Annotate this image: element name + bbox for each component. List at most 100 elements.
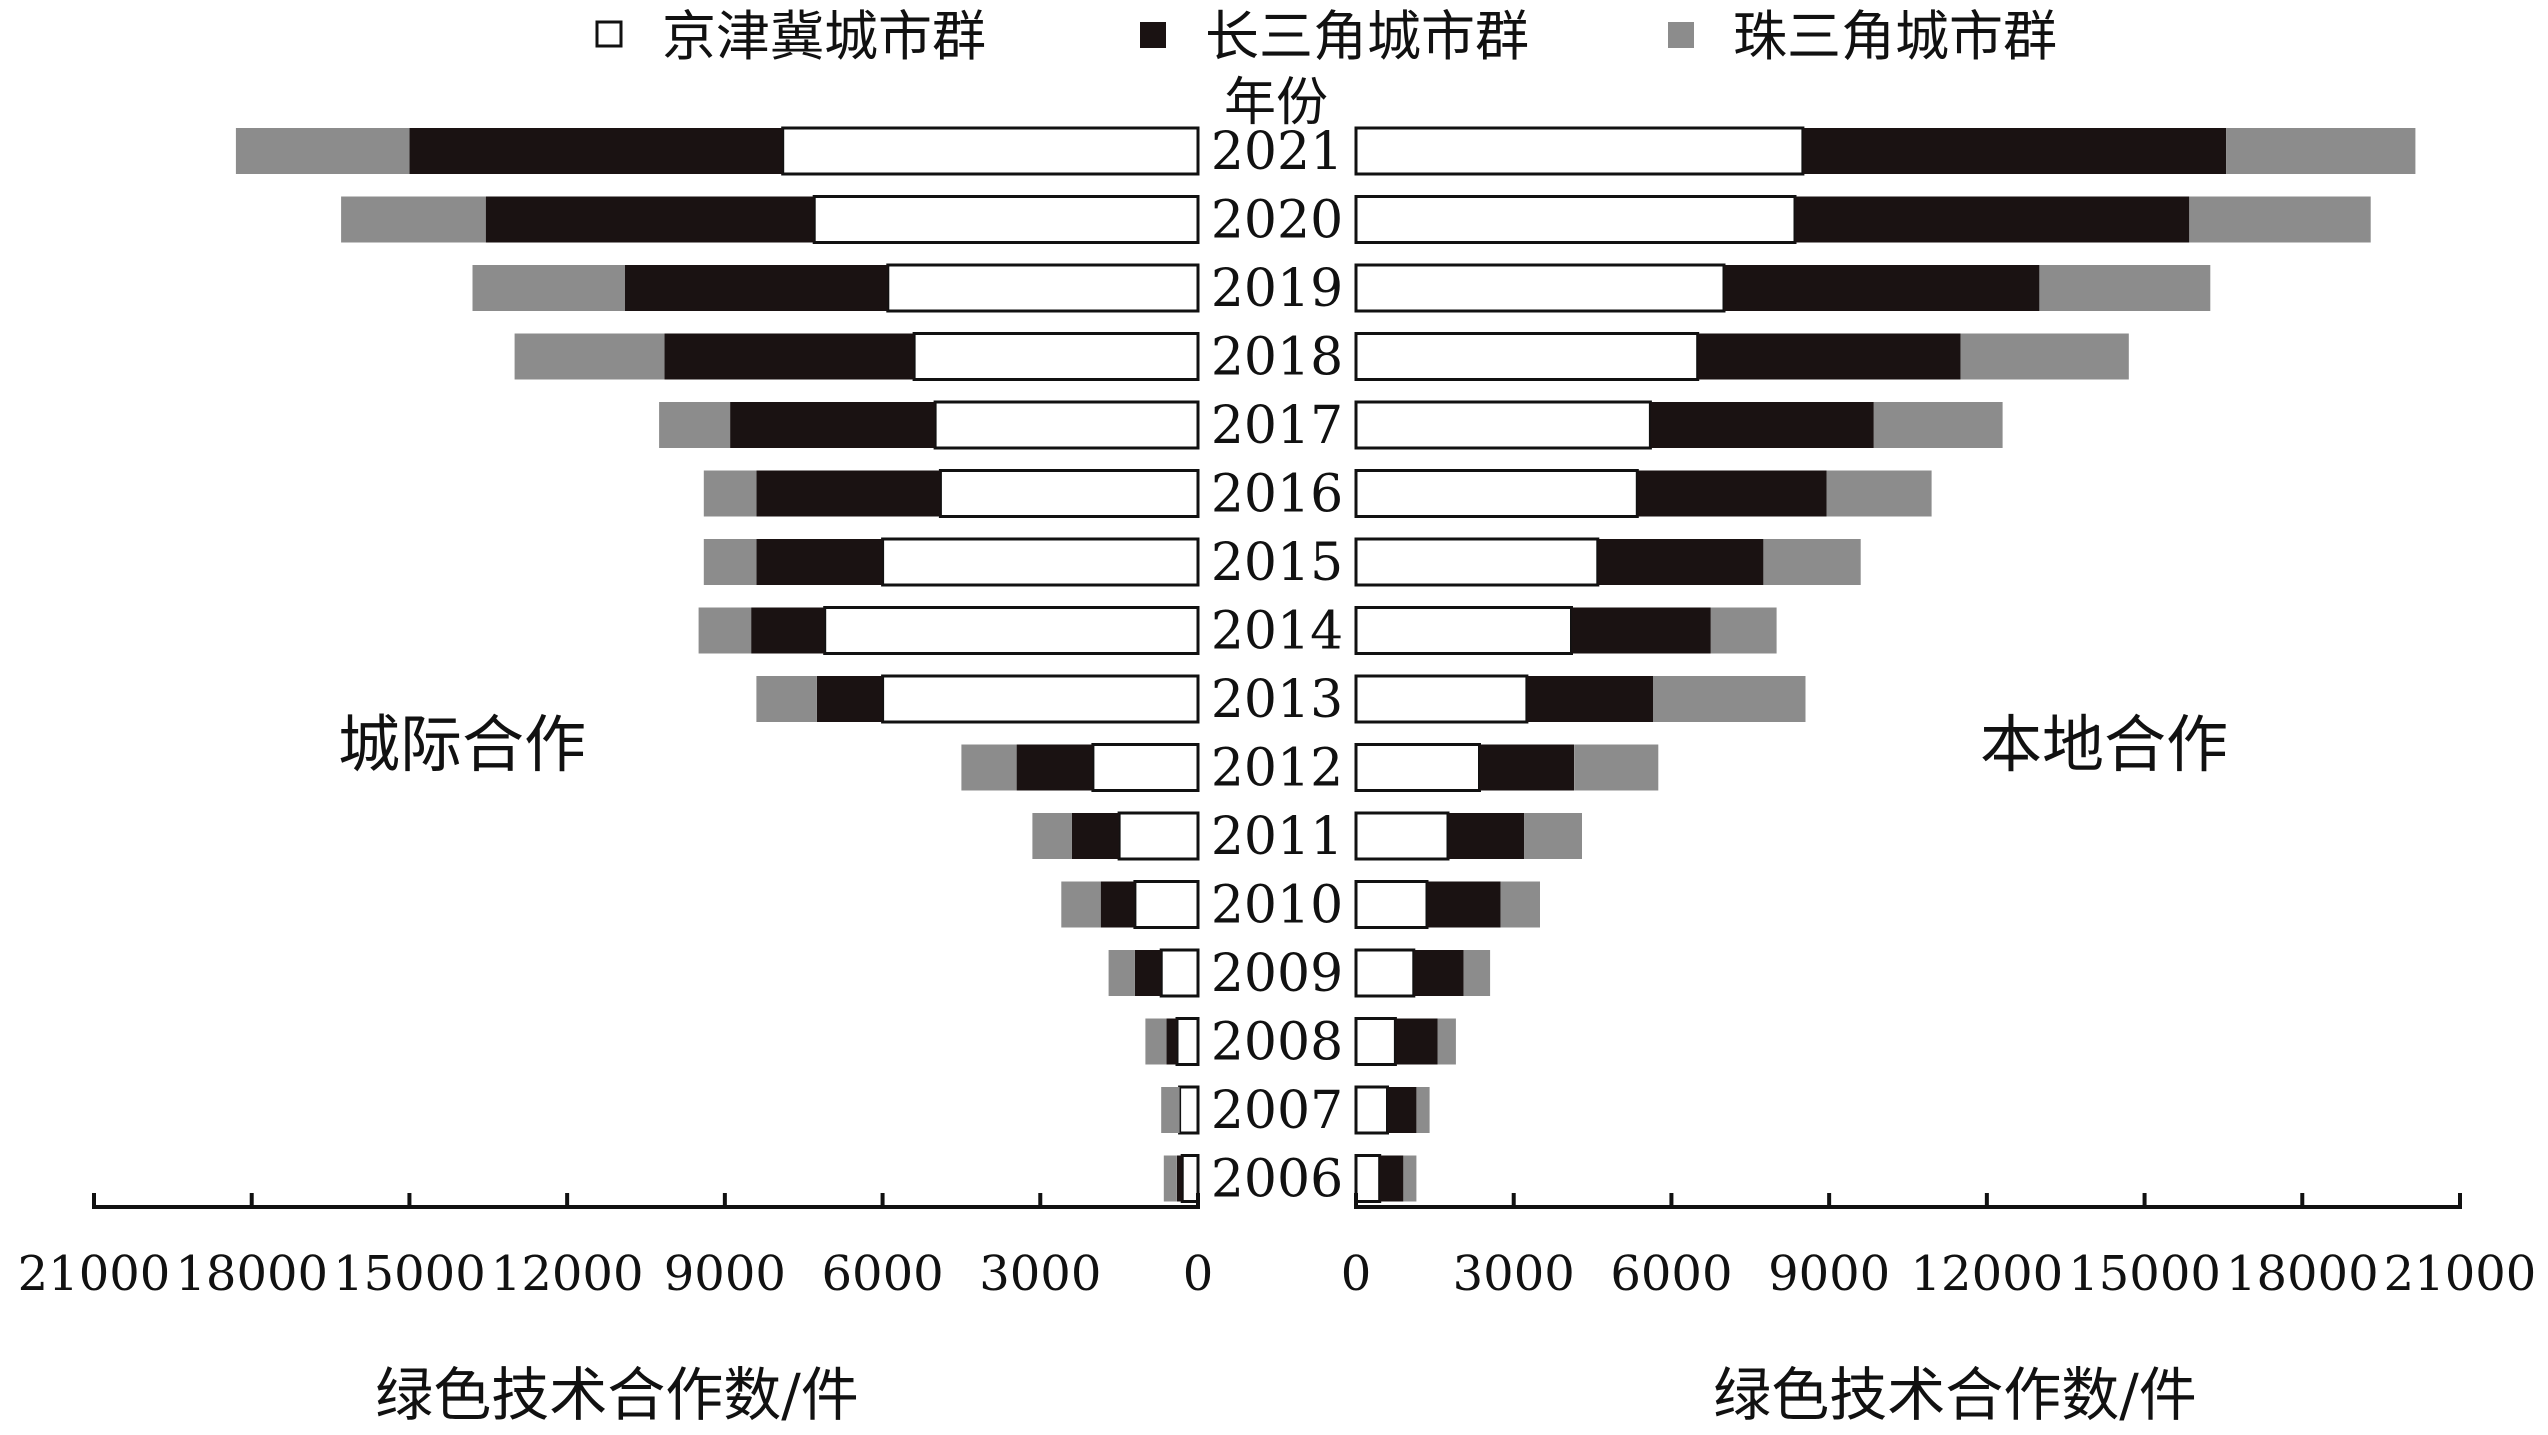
bar-right-2017-changsanjiao xyxy=(1650,402,1874,448)
bar-right-2020-jingjinji xyxy=(1354,195,1797,244)
bar-right-2009-changsanjiao xyxy=(1413,950,1464,996)
x-tick-label-right-18000: 18000 xyxy=(2226,1246,2379,1302)
bar-left-2011-jingjinji xyxy=(1117,811,1200,861)
bar-right-2007-jingjinji xyxy=(1354,1085,1389,1135)
bar-left-2014-zhusanjiao xyxy=(698,607,752,654)
x-tick-label-right-9000: 9000 xyxy=(1768,1246,1890,1302)
bar-right-2018-zhusanjiao xyxy=(1960,333,2129,380)
bar-right-2017-jingjinji xyxy=(1354,400,1652,450)
bar-right-2012-jingjinji xyxy=(1354,743,1481,792)
bar-left-2015-jingjinji xyxy=(881,537,1200,587)
year-label-2017: 2017 xyxy=(1211,396,1343,456)
bar-left-2008-changsanjiao xyxy=(1166,1018,1177,1065)
bar-right-2021-zhusanjiao xyxy=(2226,128,2416,174)
bar-left-2015-changsanjiao xyxy=(756,539,883,585)
bar-right-2008-zhusanjiao xyxy=(1437,1018,1456,1065)
x-tick-label-left-18000: 18000 xyxy=(175,1246,328,1302)
bar-right-2006-zhusanjiao xyxy=(1403,1155,1417,1202)
year-label-2014: 2014 xyxy=(1211,602,1343,662)
x-tick-label-left-21000: 21000 xyxy=(18,1246,171,1302)
bar-left-2009-changsanjiao xyxy=(1134,950,1162,996)
bar-left-2017-changsanjiao xyxy=(730,402,936,448)
legend-label-jingjinji: 京津冀城市群 xyxy=(662,5,986,68)
bar-left-2010-changsanjiao xyxy=(1100,881,1135,928)
bar-left-2012-jingjinji xyxy=(1091,743,1200,792)
year-label-2006: 2006 xyxy=(1211,1150,1343,1210)
bar-left-2010-jingjinji xyxy=(1133,880,1200,929)
bars-right-panel xyxy=(1354,126,2416,1203)
bar-right-2014-changsanjiao xyxy=(1571,607,1711,654)
bar-left-2013-zhusanjiao xyxy=(756,676,817,722)
bar-left-2014-jingjinji xyxy=(823,606,1200,655)
bar-right-2015-changsanjiao xyxy=(1597,539,1764,585)
year-label-2007: 2007 xyxy=(1211,1081,1343,1141)
bars-left-panel xyxy=(235,126,1200,1203)
bar-left-2018-changsanjiao xyxy=(664,333,915,380)
bar-right-2009-jingjinji xyxy=(1354,948,1416,998)
bar-right-2021-changsanjiao xyxy=(1802,128,2227,174)
year-label-2008: 2008 xyxy=(1211,1013,1343,1073)
bar-left-2018-jingjinji xyxy=(912,332,1200,381)
x-tick-label-right-0: 0 xyxy=(1341,1246,1372,1302)
bar-left-2011-zhusanjiao xyxy=(1032,813,1072,859)
bar-left-2010-zhusanjiao xyxy=(1061,881,1101,928)
x-axes: 21000 18000 15000 12000 9000 6000 3000 0 0 3000 60… xyxy=(18,1193,2536,1302)
year-label-2011: 2011 xyxy=(1211,807,1343,867)
bar-right-2010-zhusanjiao xyxy=(1500,881,1540,928)
bar-right-2014-jingjinji xyxy=(1354,606,1573,655)
bar-right-2014-zhusanjiao xyxy=(1710,607,1777,654)
bar-right-2009-zhusanjiao xyxy=(1463,950,1491,996)
bar-left-2008-zhusanjiao xyxy=(1145,1018,1167,1065)
year-label-2019: 2019 xyxy=(1211,259,1343,319)
bar-left-2015-zhusanjiao xyxy=(703,539,757,585)
bar-left-2020-changsanjiao xyxy=(485,196,815,243)
x-tick-label-right-12000: 12000 xyxy=(1911,1246,2064,1302)
bar-right-2016-changsanjiao xyxy=(1637,470,1827,517)
x-tick-label-right-3000: 3000 xyxy=(1453,1246,1575,1302)
bar-left-2006-changsanjiao xyxy=(1177,1155,1183,1202)
bar-left-2016-jingjinji xyxy=(938,469,1200,518)
x-axis-label-left: 绿色技术合作数/件 xyxy=(375,1361,859,1429)
legend: 京津冀城市群 长三角城市群 珠三角城市群 xyxy=(595,5,2057,68)
bar-right-2011-changsanjiao xyxy=(1448,813,1525,859)
legend-label-changsanjiao: 长三角城市群 xyxy=(1205,5,1529,68)
bar-left-2012-zhusanjiao xyxy=(961,744,1017,791)
x-tick-label-left-12000: 12000 xyxy=(491,1246,644,1302)
bar-right-2015-jingjinji xyxy=(1354,537,1600,587)
bar-left-2007-jingjinji xyxy=(1178,1085,1200,1135)
bar-left-2019-changsanjiao xyxy=(625,265,888,311)
bar-left-2019-zhusanjiao xyxy=(472,265,625,311)
bar-right-2008-changsanjiao xyxy=(1395,1018,1438,1065)
bar-right-2013-zhusanjiao xyxy=(1653,676,1806,722)
bar-right-2020-changsanjiao xyxy=(1795,196,2190,243)
bar-right-2015-zhusanjiao xyxy=(1763,539,1861,585)
bar-right-2012-changsanjiao xyxy=(1479,744,1575,791)
x-tick-label-right-15000: 15000 xyxy=(2068,1246,2221,1302)
legend-swatch-changsanjiao xyxy=(1140,22,1166,48)
x-tick-label-left-3000: 3000 xyxy=(979,1246,1101,1302)
bar-left-2020-jingjinji xyxy=(812,195,1200,244)
legend-swatch-jingjinji xyxy=(595,20,623,48)
bar-left-2019-jingjinji xyxy=(886,263,1200,313)
bar-left-2021-jingjinji xyxy=(781,126,1200,176)
bar-right-2006-jingjinji xyxy=(1354,1154,1382,1203)
bar-right-2016-zhusanjiao xyxy=(1826,470,1932,517)
year-label-2018: 2018 xyxy=(1211,328,1343,388)
year-label-2020: 2020 xyxy=(1211,191,1343,251)
bar-right-2006-changsanjiao xyxy=(1379,1155,1404,1202)
bar-right-2019-changsanjiao xyxy=(1724,265,2040,311)
bar-left-2018-zhusanjiao xyxy=(514,333,665,380)
year-label-2012: 2012 xyxy=(1211,739,1343,799)
bar-left-2017-zhusanjiao xyxy=(659,402,731,448)
bar-right-2013-jingjinji xyxy=(1354,674,1529,724)
bar-left-2007-zhusanjiao xyxy=(1161,1087,1180,1133)
bar-right-2010-changsanjiao xyxy=(1427,881,1501,928)
bar-left-2009-jingjinji xyxy=(1159,948,1200,998)
year-label-2021: 2021 xyxy=(1211,122,1343,182)
bar-right-2007-zhusanjiao xyxy=(1416,1087,1430,1133)
bar-left-2020-zhusanjiao xyxy=(341,196,486,243)
legend-swatch-zhusanjiao xyxy=(1668,22,1694,48)
x-tick-label-left-15000: 15000 xyxy=(333,1246,486,1302)
bar-left-2009-zhusanjiao xyxy=(1108,950,1135,996)
